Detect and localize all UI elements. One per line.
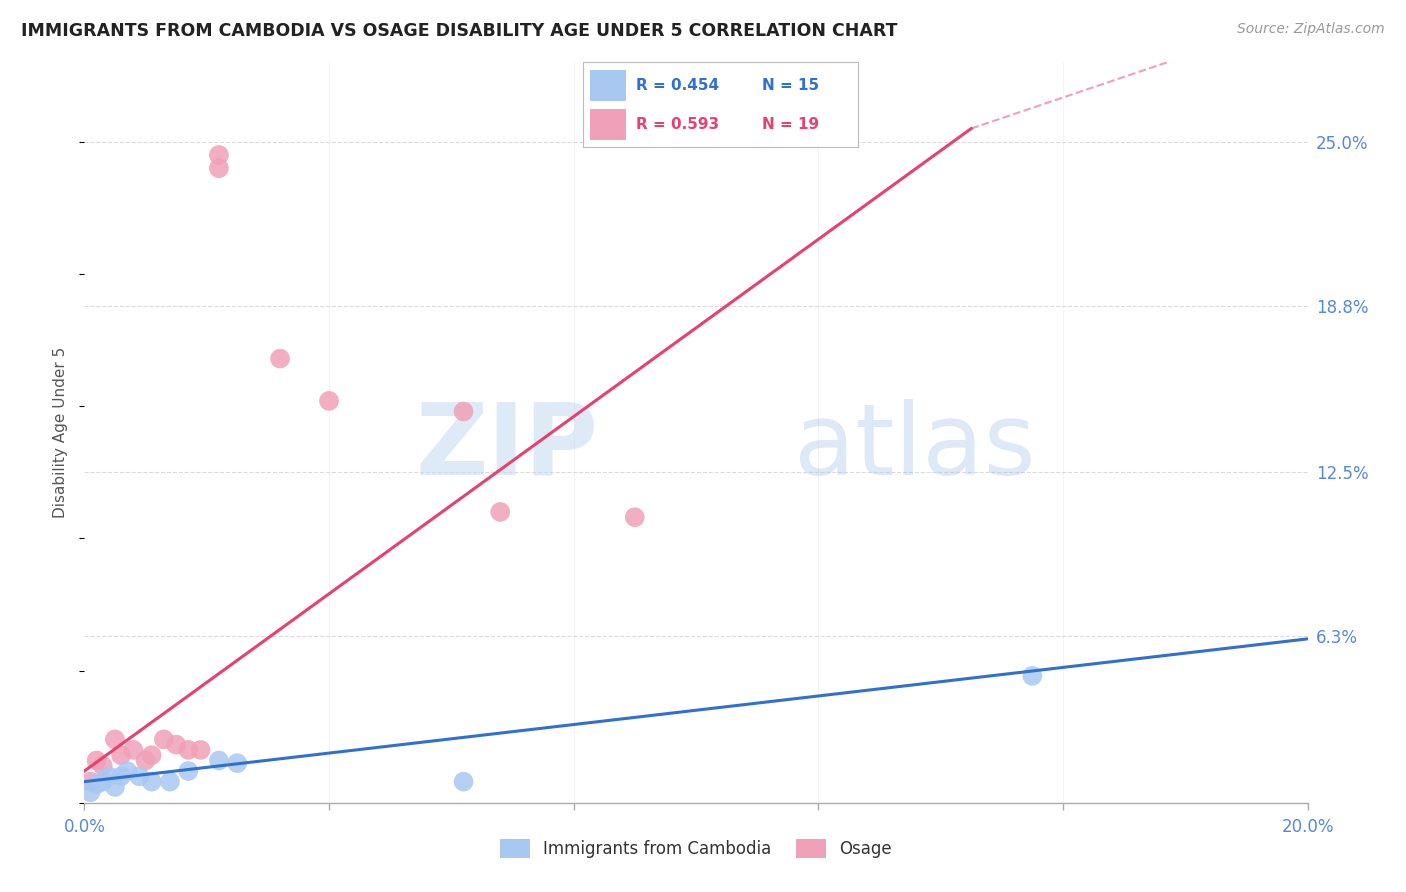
Legend: Immigrants from Cambodia, Osage: Immigrants from Cambodia, Osage bbox=[494, 833, 898, 865]
Point bbox=[104, 780, 127, 794]
Point bbox=[208, 754, 231, 768]
Point bbox=[1021, 669, 1043, 683]
Point bbox=[97, 769, 120, 783]
Bar bbox=[591, 109, 626, 139]
Text: IMMIGRANTS FROM CAMBODIA VS OSAGE DISABILITY AGE UNDER 5 CORRELATION CHART: IMMIGRANTS FROM CAMBODIA VS OSAGE DISABI… bbox=[21, 22, 897, 40]
Text: ZIP: ZIP bbox=[415, 399, 598, 496]
Point bbox=[128, 769, 150, 783]
Point bbox=[177, 764, 200, 778]
Text: R = 0.593: R = 0.593 bbox=[636, 117, 718, 132]
Point bbox=[141, 774, 163, 789]
Point bbox=[208, 161, 231, 176]
Text: R = 0.454: R = 0.454 bbox=[636, 78, 718, 93]
Point bbox=[110, 769, 132, 783]
Point bbox=[91, 774, 114, 789]
Point bbox=[135, 754, 157, 768]
Point bbox=[104, 732, 127, 747]
Point bbox=[122, 743, 145, 757]
Point bbox=[453, 404, 475, 418]
Point bbox=[269, 351, 291, 366]
Point bbox=[624, 510, 647, 524]
Point bbox=[226, 756, 249, 771]
Point bbox=[159, 774, 181, 789]
Y-axis label: Disability Age Under 5: Disability Age Under 5 bbox=[53, 347, 69, 518]
Point bbox=[165, 738, 187, 752]
Bar bbox=[591, 70, 626, 101]
Point bbox=[91, 758, 114, 772]
Point bbox=[79, 785, 101, 799]
Point bbox=[190, 743, 212, 757]
Point bbox=[489, 505, 512, 519]
Point bbox=[177, 743, 200, 757]
Point bbox=[110, 748, 132, 763]
Point bbox=[86, 777, 108, 791]
Point bbox=[453, 774, 475, 789]
Text: N = 15: N = 15 bbox=[762, 78, 818, 93]
Point bbox=[115, 764, 138, 778]
Point bbox=[79, 774, 101, 789]
Point bbox=[86, 754, 108, 768]
Point bbox=[141, 748, 163, 763]
Text: N = 19: N = 19 bbox=[762, 117, 818, 132]
Point bbox=[208, 148, 231, 162]
Text: atlas: atlas bbox=[794, 399, 1035, 496]
Point bbox=[153, 732, 176, 747]
Text: Source: ZipAtlas.com: Source: ZipAtlas.com bbox=[1237, 22, 1385, 37]
Point bbox=[318, 393, 340, 408]
